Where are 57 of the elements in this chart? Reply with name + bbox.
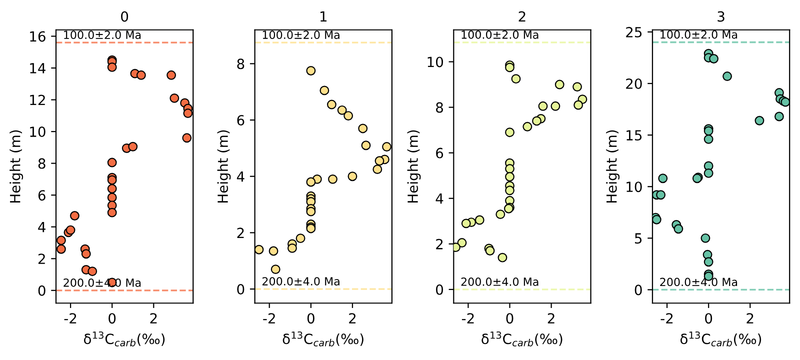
chart-title: 2 [518,11,526,22]
y-tick-label: 0 [436,284,444,295]
y-tick-label: 10 [626,182,642,192]
y-tick-label: 6 [436,148,444,158]
x-tick-label: 0 [307,313,314,324]
y-tick-label: 20 [626,78,642,89]
chart-title: 0 [121,11,128,22]
y-tick-label: 25 [626,26,642,38]
x-tick-label: -2 [660,313,673,324]
ref-line-label: 200.0±4.0 Ma [461,278,538,286]
x-tick-label: 0 [506,313,514,324]
y-tick-label: 2 [237,228,244,238]
y-tick-label: 6 [237,114,244,126]
x-axis-title: δ$^{13}$C$_{carb}$(‰) [680,331,762,346]
y-axis-title: Height (m) [606,130,620,202]
ref-line-label: 100.0±2.0 Ma [660,30,738,39]
x-tick-label: 0 [705,313,712,324]
y-tick-label: 0 [38,285,46,296]
x-tick-label: -2 [263,313,275,324]
y-tick-label: 8 [436,102,443,113]
ref-line-label: 100.0±2.0 Ma [262,30,340,40]
y-tick-label: 4 [236,172,244,182]
x-axis-title: δ$^{13}$C$_{carb}$(‰) [282,331,364,346]
ref-line-label: 100.0±2.0 Ma [64,30,141,40]
x-tick-label: 0 [108,313,116,324]
x-axis-title: δ$^{13}$C$_{carb}$(‰) [482,331,562,346]
ref-line-label: 200.0±4.0 Ma [660,278,738,286]
y-axis-title: Height (m) [217,130,231,202]
y-tick-label: 5 [634,233,642,244]
chart-title: 3 [718,11,724,22]
chart-title: 1 [320,11,327,22]
y-tick-label: 15 [626,130,642,141]
y-tick-label: 2 [38,254,45,264]
y-tick-label: 0 [237,284,244,295]
y-axis-title: Height (m) [10,130,24,202]
ref-line-label: 100.0±2.0 Ma [462,30,538,39]
x-tick-label: 2 [746,313,754,324]
x-tick-label: 2 [349,313,356,324]
x-tick-label: 2 [548,313,554,324]
y-tick-label: 4 [38,222,46,232]
x-tick-label: -2 [64,313,76,324]
ref-line-label: 200.0±4.0 Ma [262,277,340,286]
y-tick-label: 2 [436,238,443,250]
y-tick-label: 10 [30,126,46,138]
y-tick-label: 8 [38,158,46,169]
x-tick-label: 2 [150,313,157,324]
y-tick-label: 10 [428,56,444,68]
y-tick-label: 16 [30,31,46,42]
y-tick-label: 12 [30,94,45,106]
y-tick-label: 14 [30,63,46,74]
y-tick-label: 4 [436,194,444,204]
y-tick-label: 0 [634,284,642,296]
x-tick-label: -2 [462,313,474,324]
y-tick-label: 6 [38,190,46,201]
y-tick-label: 8 [237,58,244,70]
y-axis-title: Height (m) [407,130,421,202]
x-axis-title: δ$^{13}$C$_{carb}$(‰) [84,331,165,346]
